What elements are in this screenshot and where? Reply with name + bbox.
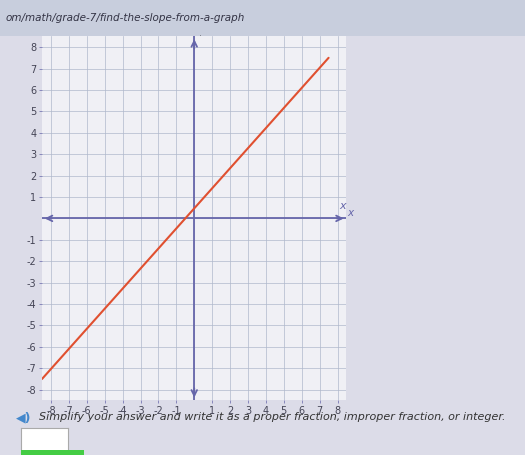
Text: x: x xyxy=(348,208,353,218)
Text: x: x xyxy=(339,201,345,211)
Text: 8: 8 xyxy=(200,35,201,36)
Text: om/math/grade-7/find-the-slope-from-a-graph: om/math/grade-7/find-the-slope-from-a-gr… xyxy=(5,13,245,23)
Text: ◀): ◀) xyxy=(16,412,32,425)
Text: Simplify your answer and write it as a proper fraction, improper fraction, or in: Simplify your answer and write it as a p… xyxy=(39,412,506,422)
